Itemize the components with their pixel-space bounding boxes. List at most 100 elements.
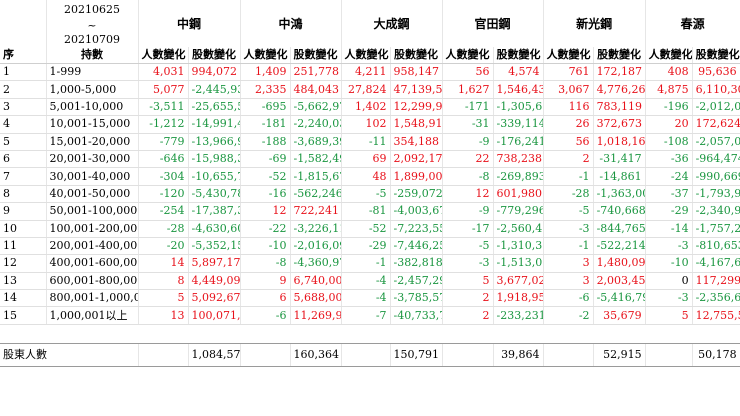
shares-change-cell: 354,188 (390, 133, 443, 151)
shares-change-cell: -1,310,307 (493, 237, 544, 256)
shares-change-cell: -779,296 (493, 202, 544, 221)
row-seq: 6 (0, 150, 47, 169)
row-level: 600,001-800,000 (46, 272, 139, 291)
total-value-6: 50,178 (692, 343, 740, 367)
people-change-cell: -171 (442, 98, 494, 117)
shares-change-cell: 4,776,266 (593, 80, 646, 99)
shares-change-cell: -382,818 (390, 254, 443, 273)
row-level: 30,001-40,000 (46, 167, 139, 186)
people-change-cell: 8 (138, 272, 189, 291)
totals-row: 股東人數 1,084,574 160,364 150,791 39,864 52… (0, 343, 740, 367)
shares-change-cell: -5,662,973 (290, 98, 342, 117)
people-change-cell: -6 (543, 289, 594, 308)
shares-change-cell: -844,765 (593, 220, 646, 238)
shares-change-cell: 6,110,305 (692, 80, 740, 99)
shares-change-cell: 2,003,459 (593, 272, 646, 291)
table-row: 730,001-40,000-304-10,655,790-52-1,815,6… (0, 167, 740, 186)
row-seq: 8 (0, 185, 47, 204)
shares-change-cell: -2,240,037 (290, 115, 342, 134)
people-change-cell: 5,077 (138, 80, 189, 99)
people-change-cell: -8 (442, 167, 494, 186)
people-change-cell: -81 (341, 202, 391, 221)
row-level: 100,001-200,000 (46, 220, 139, 238)
people-change-cell: -3 (442, 254, 494, 273)
shares-change-cell: -4,630,600 (188, 220, 241, 238)
shares-change-cell: -2,445,935 (188, 80, 241, 99)
shares-change-cell: -1,363,009 (593, 185, 646, 204)
people-change-cell: -5 (442, 237, 494, 256)
total-value-5: 52,915 (593, 343, 646, 367)
shares-change-cell: 994,072 (188, 63, 241, 82)
table-row: 14800,001-1,000,00055,092,67465,688,000-… (0, 289, 740, 308)
column-header-row: 序 持數 人數變化 股數變化 人數變化 股數變化 人數變化 股數變化 人數變化 … (0, 47, 740, 64)
shares-change-cell: -339,114 (493, 115, 544, 134)
row-seq: 1 (0, 63, 47, 82)
people-change-header: 人數變化 (240, 47, 291, 64)
people-change-cell: -108 (645, 133, 693, 151)
people-change-cell: 48 (341, 167, 391, 186)
people-change-cell: 9 (240, 272, 291, 291)
people-change-cell: 56 (543, 133, 594, 151)
shares-change-cell: 1,018,161 (593, 133, 646, 151)
shares-change-cell: -7,446,254 (390, 237, 443, 256)
shares-change-cell: 484,043 (290, 80, 342, 99)
shares-change-cell: 5,092,674 (188, 289, 241, 308)
people-change-cell: 1,627 (442, 80, 494, 99)
broker-header-4: 官田鋼 (442, 0, 544, 47)
row-level: 40,001-50,000 (46, 185, 139, 204)
shares-change-cell: -4,167,639 (692, 254, 740, 273)
shares-change-cell: -31,417 (593, 150, 646, 169)
people-change-cell: -22 (240, 220, 291, 238)
shares-change-cell: -14,991,495 (188, 115, 241, 134)
date-separator: ~ (46, 19, 139, 33)
shares-change-cell: -2,016,093 (290, 237, 342, 256)
shares-change-cell: -3,689,398 (290, 133, 342, 151)
table-row: 151,000,001以上13100,071,963-611,269,949-7… (0, 306, 740, 325)
row-seq: 7 (0, 167, 47, 186)
shares-change-cell: 5,897,177 (188, 254, 241, 273)
shares-change-header: 股數變化 (390, 47, 443, 64)
people-change-cell: 26 (543, 115, 594, 134)
people-change-cell: 1,402 (341, 98, 391, 117)
table-row: 21,000-5,0005,077-2,445,9352,335484,0432… (0, 80, 740, 99)
shareholder-table: 20210625 中鋼 中鴻 大成鋼 官田鋼 新光鋼 春源 ~ 20210709… (0, 0, 740, 367)
people-change-cell: -10 (240, 237, 291, 256)
table-row: 11200,001-400,000-20-5,352,157-10-2,016,… (0, 237, 740, 256)
row-level: 1,000,001以上 (46, 306, 139, 325)
people-change-cell: -1 (543, 237, 594, 256)
shares-change-cell: -269,893 (493, 167, 544, 186)
people-change-cell: -28 (543, 185, 594, 204)
shares-change-cell: -810,653 (692, 237, 740, 256)
people-change-cell: 116 (543, 98, 594, 117)
people-change-cell: -8 (240, 254, 291, 273)
people-change-cell: 69 (341, 150, 391, 169)
people-change-cell: -4 (341, 289, 391, 308)
shares-change-cell: -964,474 (692, 150, 740, 169)
people-change-cell: -52 (341, 220, 391, 238)
people-change-cell: -2 (543, 306, 594, 325)
people-change-cell: -695 (240, 98, 291, 117)
shares-change-cell: -2,057,099 (692, 133, 740, 151)
people-change-cell: -254 (138, 202, 189, 221)
table-row: 950,001-100,000-254-17,387,35812722,241-… (0, 202, 740, 221)
shares-change-cell: 6,740,000 (290, 272, 342, 291)
people-change-cell: -646 (138, 150, 189, 169)
people-change-cell: -52 (240, 167, 291, 186)
broker-header-5: 新光鋼 (543, 0, 646, 47)
shares-change-cell: 117,299 (692, 272, 740, 291)
table-row: 620,001-30,000-646-15,988,362-69-1,582,4… (0, 150, 740, 169)
row-seq: 3 (0, 98, 47, 117)
people-change-cell: 5 (645, 306, 693, 325)
people-change-header: 人數變化 (138, 47, 189, 64)
people-change-cell: -37 (645, 185, 693, 204)
people-change-cell: -196 (645, 98, 693, 117)
total-value-4: 39,864 (493, 343, 544, 367)
people-change-cell: 2 (442, 289, 494, 308)
people-change-cell: 5 (442, 272, 494, 291)
people-change-cell: -5 (543, 202, 594, 221)
people-change-cell: -69 (240, 150, 291, 169)
table-row: 840,001-50,000-120-5,430,789-16-562,246-… (0, 185, 740, 204)
row-level: 20,001-30,000 (46, 150, 139, 169)
shares-change-cell: 1,899,002 (390, 167, 443, 186)
shares-change-cell: -1,582,495 (290, 150, 342, 169)
